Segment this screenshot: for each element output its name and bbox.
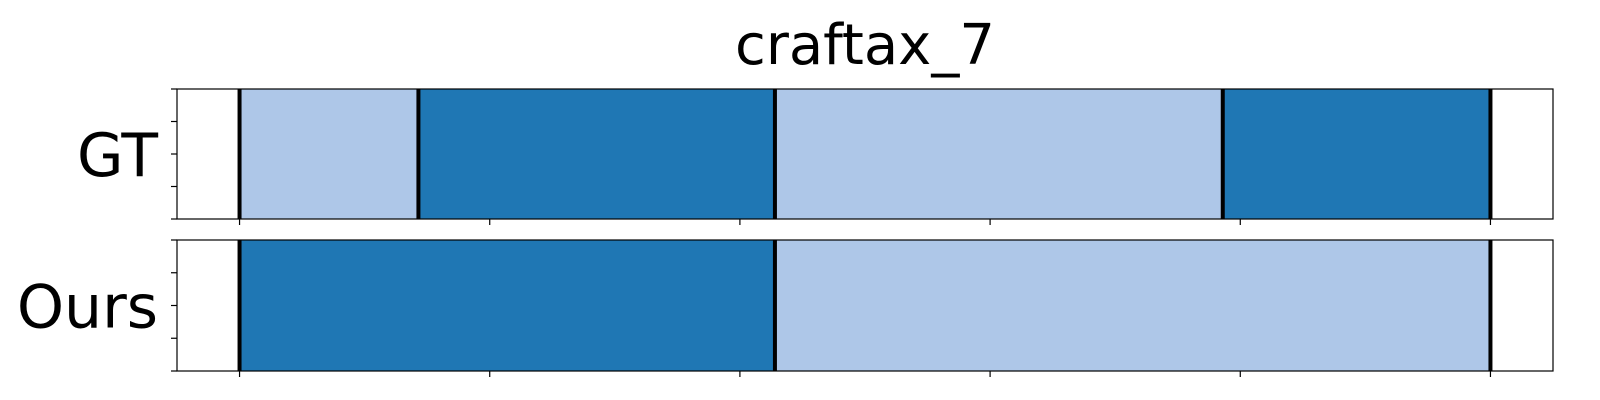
row-gt: GT [77,88,1554,225]
segment-bar [239,89,419,219]
segment-bar [774,240,1491,371]
chart-title: craftax_7 [735,13,995,78]
row-label: Ours [17,273,158,343]
row-label: GT [77,121,158,191]
panels: GT Ours [17,88,1554,377]
segment-bar [418,89,775,219]
segment-bar [1222,89,1491,219]
segment-bar [239,240,775,371]
segment-bar [774,89,1223,219]
row-ours: Ours [17,239,1554,377]
